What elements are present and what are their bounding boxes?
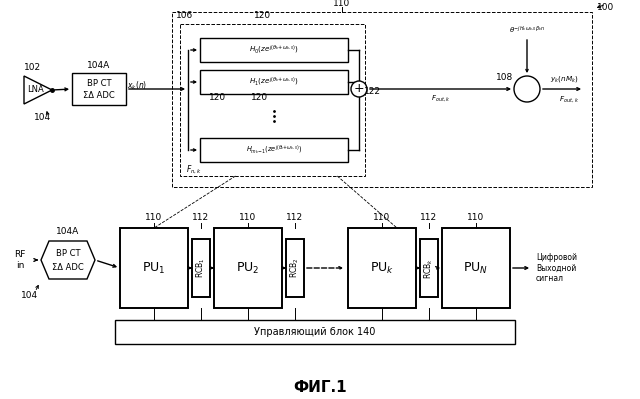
Bar [172,12,592,187]
Text: $H_0(ze^{j(\theta_k{+}\omega_{k,0})})$: $H_0(ze^{j(\theta_k{+}\omega_{k,0})})$ [249,44,299,56]
Text: ΣΔ ADC: ΣΔ ADC [52,263,84,271]
Text: 112: 112 [287,213,303,223]
Bar [200,138,348,162]
Text: 120: 120 [254,10,271,20]
Text: 110: 110 [239,213,257,223]
Text: BP CT: BP CT [87,79,111,87]
Bar [72,73,126,105]
Text: 110: 110 [333,0,351,8]
Text: LNA: LNA [28,85,44,95]
Text: 112: 112 [420,213,438,223]
Text: 110: 110 [373,213,390,223]
Circle shape [351,81,367,97]
Bar [200,70,348,94]
Text: 106: 106 [177,10,194,20]
Text: 120: 120 [209,93,227,103]
Text: ΣΔ ADC: ΣΔ ADC [83,91,115,99]
Text: PU$_k$: PU$_k$ [370,261,394,276]
Bar [420,239,438,297]
Text: PU$_2$: PU$_2$ [236,261,260,276]
Bar [200,38,348,62]
Text: BP CT: BP CT [56,249,80,257]
Text: RCB$_k$: RCB$_k$ [423,257,435,279]
Text: 112: 112 [193,213,209,223]
Text: $F_{n,k}$: $F_{n,k}$ [186,164,202,176]
Bar [348,228,416,308]
Text: RCB$_2$: RCB$_2$ [289,258,301,279]
Text: $\theta^{-jH_k\omega_{k,0}\beta_k n}$: $\theta^{-jH_k\omega_{k,0}\beta_k n}$ [509,24,545,36]
Text: $H_{m_k{-}1}(ze^{j(\theta_k{+}\omega_{k,0})})$: $H_{m_k{-}1}(ze^{j(\theta_k{+}\omega_{k,… [246,143,302,157]
Text: Цифровой
Выходной
сигнал: Цифровой Выходной сигнал [536,253,577,283]
Text: 122: 122 [364,87,381,97]
Text: PU$_N$: PU$_N$ [463,261,488,276]
Text: 120: 120 [252,93,269,103]
Bar [192,239,210,297]
Bar [120,228,188,308]
Text: 104: 104 [21,290,38,300]
Text: 100: 100 [597,2,614,12]
Text: RF
in: RF in [14,250,26,270]
Text: $F_{out,k}$: $F_{out,k}$ [431,93,451,103]
Text: +: + [354,83,364,95]
Text: ФИГ.1: ФИГ.1 [293,379,347,395]
Bar [442,228,510,308]
Bar [214,228,282,308]
Text: PU$_1$: PU$_1$ [142,261,166,276]
Text: 110: 110 [467,213,484,223]
Bar [180,24,365,176]
Text: RCB$_1$: RCB$_1$ [195,258,207,279]
Text: $F_{out,k}$: $F_{out,k}$ [559,94,579,104]
Text: 104: 104 [35,113,52,122]
Bar [286,239,304,297]
Text: 110: 110 [145,213,163,223]
Text: $H_1(ze^{j(\theta_k{+}\omega_{k,0})})$: $H_1(ze^{j(\theta_k{+}\omega_{k,0})})$ [249,76,299,88]
Text: $y_k(nM_k)$: $y_k(nM_k)$ [550,74,579,84]
Text: $x_k(n)$: $x_k(n)$ [127,80,147,92]
Text: 108: 108 [497,73,514,81]
Bar [115,320,515,344]
Text: 102: 102 [24,63,42,73]
Text: Управляющий блок 140: Управляющий блок 140 [254,327,376,337]
Circle shape [514,76,540,102]
Text: 104A: 104A [56,227,79,237]
Text: 104A: 104A [88,61,111,69]
